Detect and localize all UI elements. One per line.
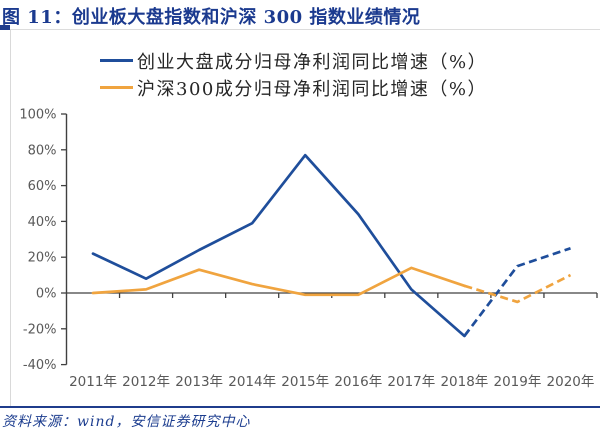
series-line-dashed-0 xyxy=(463,247,571,337)
x-axis-category-label: 2011年 xyxy=(69,374,117,390)
y-axis-tick-label: 40% xyxy=(28,215,57,230)
figure-box-left-border xyxy=(10,29,11,407)
figure-title: 图 11：创业板大盘指数和沪深 300 指数业绩情况 xyxy=(2,7,421,28)
y-axis-tick-label: -20% xyxy=(23,322,57,337)
chart-legend: 创业大盘成分归母净利润同比增速（%） 沪深300成分归母净利润同比增速（%） xyxy=(100,51,487,100)
corner-accent-mark xyxy=(0,25,10,30)
series-line-dashed-1 xyxy=(464,273,572,304)
x-axis-category-label: 2013年 xyxy=(175,374,223,390)
legend-label: 创业大盘成分归母净利润同比增速（%） xyxy=(137,51,488,73)
y-axis-tick-label: 100% xyxy=(19,108,56,123)
legend-item-csi300: 沪深300成分归母净利润同比增速（%） xyxy=(100,78,487,100)
source-note: 资料来源：wind，安信证券研究中心 xyxy=(2,414,251,430)
x-axis-category-label: 2019年 xyxy=(493,374,541,390)
x-axis-category-label: 2020年 xyxy=(547,374,595,390)
x-axis-category-label: 2018年 xyxy=(440,374,488,390)
y-axis-tick-label: 80% xyxy=(28,143,57,158)
series-line-solid-0 xyxy=(91,153,466,338)
x-axis-category-label: 2017年 xyxy=(387,374,435,390)
y-axis-tick-label: 60% xyxy=(28,179,57,194)
series-line-solid-1 xyxy=(91,266,466,297)
figure-box-top-border xyxy=(10,29,600,30)
line-marker-blue-icon xyxy=(100,59,133,62)
x-axis-category-label: 2015年 xyxy=(281,374,329,390)
legend-label: 沪深300成分归母净利润同比增速（%） xyxy=(137,78,487,100)
x-axis-category-label: 2014年 xyxy=(228,374,276,390)
y-axis-tick-label: -40% xyxy=(23,358,57,373)
line-marker-orange-icon xyxy=(100,86,133,89)
footer-divider xyxy=(0,406,600,408)
y-axis-tick-label: 20% xyxy=(28,251,57,266)
x-axis-category-label: 2016年 xyxy=(334,374,382,390)
y-axis-tick-label: 0% xyxy=(36,287,57,302)
x-axis-category-label: 2012年 xyxy=(122,374,170,390)
legend-item-chinext: 创业大盘成分归母净利润同比增速（%） xyxy=(100,51,487,73)
